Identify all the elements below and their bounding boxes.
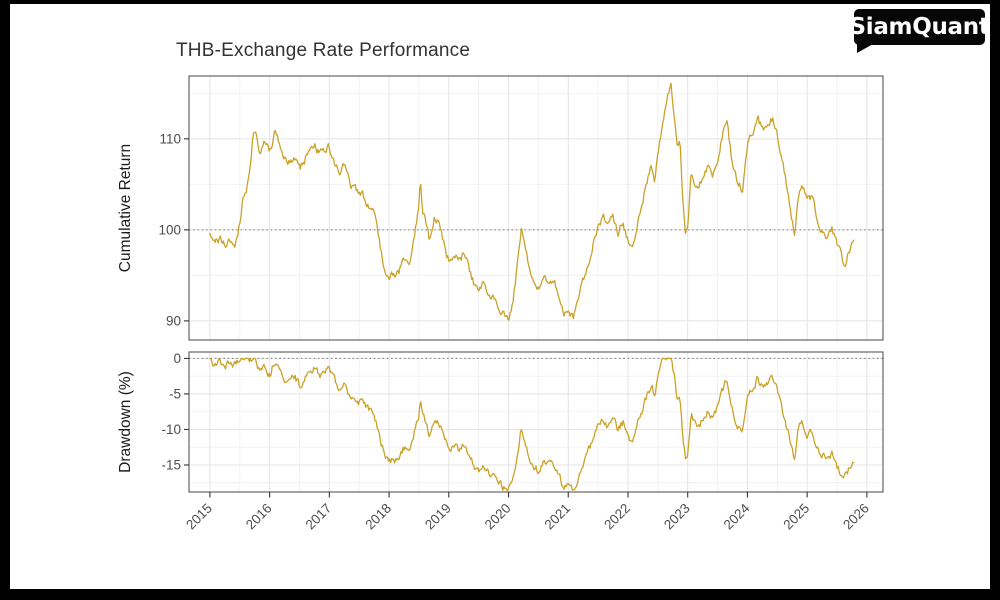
frame-border xyxy=(990,0,1000,600)
x-tick-label: 2019 xyxy=(422,501,454,533)
x-tick-label: 2018 xyxy=(362,501,394,533)
y-tick-label: 110 xyxy=(159,131,181,146)
x-tick-label: 2026 xyxy=(840,501,872,533)
y-tick-label: 90 xyxy=(166,313,181,328)
frame-border xyxy=(0,0,1000,4)
y-tick-label: 0 xyxy=(173,351,181,366)
x-tick-label: 2015 xyxy=(183,501,215,533)
y-axis-title-drawdown: Drawdown (%) xyxy=(117,371,134,473)
cumulative-return-line xyxy=(209,82,855,321)
panel-border xyxy=(188,75,884,341)
siamquant-logo: SiamQuant xyxy=(849,9,990,53)
frame-border xyxy=(0,0,10,600)
x-tick-label: 2016 xyxy=(243,501,275,533)
x-tick-label: 2020 xyxy=(482,501,514,533)
panel-border xyxy=(188,351,884,493)
y-tick-label: -5 xyxy=(169,386,181,401)
x-tick-label: 2022 xyxy=(601,501,633,533)
y-tick-label: -15 xyxy=(161,457,181,472)
siamquant-logo-text: SiamQuant xyxy=(849,14,990,40)
x-tick-label: 2023 xyxy=(661,501,693,533)
x-tick-label: 2024 xyxy=(721,500,753,532)
frame-border xyxy=(0,589,1000,600)
x-tick-label: 2025 xyxy=(780,501,812,533)
y-axis-title-cumulative-return: Cumulative Return xyxy=(117,143,134,273)
x-tick-label: 2021 xyxy=(542,501,574,533)
drawdown-line xyxy=(209,357,855,491)
y-tick-label: 100 xyxy=(158,222,181,237)
y-tick-label: -10 xyxy=(161,422,181,437)
chart-title: THB-Exchange Rate Performance xyxy=(176,40,471,61)
x-tick-label: 2017 xyxy=(303,501,335,533)
